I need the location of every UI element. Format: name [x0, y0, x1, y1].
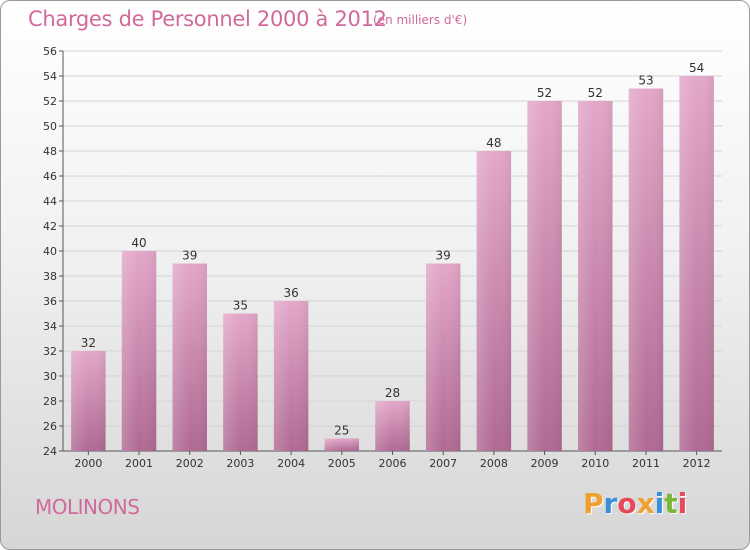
data-label: 40	[131, 236, 146, 250]
proxiti-logo[interactable]: Proxiti	[583, 487, 687, 520]
bar-shine	[71, 351, 106, 451]
x-tick-label: 2011	[632, 457, 660, 470]
y-tick-label: 28	[43, 395, 57, 408]
bar-shine	[425, 263, 461, 451]
bar-shine	[324, 438, 360, 451]
y-tick-label: 44	[43, 195, 57, 208]
data-label: 35	[233, 299, 248, 313]
chart-subtitle: (en milliers d'€)	[373, 13, 468, 27]
bar-shine	[121, 251, 157, 451]
x-tick-label: 2003	[226, 457, 254, 470]
data-label: 52	[588, 86, 603, 100]
bar-shine	[679, 76, 714, 451]
x-tick-label: 2005	[328, 457, 356, 470]
data-label: 28	[385, 386, 400, 400]
y-tick-label: 46	[43, 170, 57, 183]
x-tick-label: 2008	[480, 457, 508, 470]
chart-title: Charges de Personnel 2000 à 2012	[28, 7, 387, 31]
y-tick-label: 42	[43, 220, 57, 233]
logo-letter: t	[664, 487, 678, 520]
bar-shine	[273, 301, 309, 451]
commune-name: MOLINONS	[35, 495, 140, 519]
y-tick-label: 52	[43, 95, 57, 108]
data-label: 39	[436, 249, 451, 263]
data-label: 36	[283, 286, 298, 300]
y-tick-label: 54	[43, 70, 57, 83]
x-tick-label: 2007	[429, 457, 457, 470]
x-tick-label: 2000	[74, 457, 102, 470]
bar-shine	[223, 313, 258, 451]
data-label: 32	[81, 336, 96, 350]
y-tick-label: 26	[43, 420, 57, 433]
y-tick-label: 40	[43, 245, 57, 258]
bar-shine	[476, 151, 512, 451]
y-tick-label: 30	[43, 370, 57, 383]
y-tick-label: 36	[43, 295, 57, 308]
x-tick-label: 2010	[581, 457, 609, 470]
data-label: 54	[689, 61, 704, 75]
x-tick-label: 2006	[379, 457, 407, 470]
logo-letter: r	[603, 487, 618, 520]
logo-letter: P	[583, 487, 604, 520]
y-tick-label: 34	[43, 320, 57, 333]
bar-shine	[578, 101, 613, 451]
data-label: 48	[486, 136, 501, 150]
data-label: 52	[537, 86, 552, 100]
logo-letter: i	[677, 487, 688, 520]
data-label: 53	[638, 74, 653, 88]
y-tick-label: 24	[43, 445, 57, 458]
logo-letter: x	[636, 487, 655, 520]
bar-shine	[628, 88, 664, 451]
y-tick-label: 56	[43, 45, 57, 58]
bar-shine	[172, 263, 207, 451]
y-tick-label: 32	[43, 345, 57, 358]
x-tick-label: 2002	[176, 457, 204, 470]
logo-letter: i	[654, 487, 665, 520]
y-tick-label: 50	[43, 120, 57, 133]
x-tick-label: 2012	[683, 457, 711, 470]
y-tick-label: 48	[43, 145, 57, 158]
bar-shine	[527, 101, 562, 451]
y-tick-label: 38	[43, 270, 57, 283]
data-label: 25	[334, 424, 349, 438]
x-tick-label: 2004	[277, 457, 305, 470]
x-tick-label: 2001	[125, 457, 153, 470]
bar-shine	[375, 401, 410, 451]
x-tick-label: 2009	[531, 457, 559, 470]
logo-letter: o	[617, 487, 637, 520]
data-label: 39	[182, 249, 197, 263]
